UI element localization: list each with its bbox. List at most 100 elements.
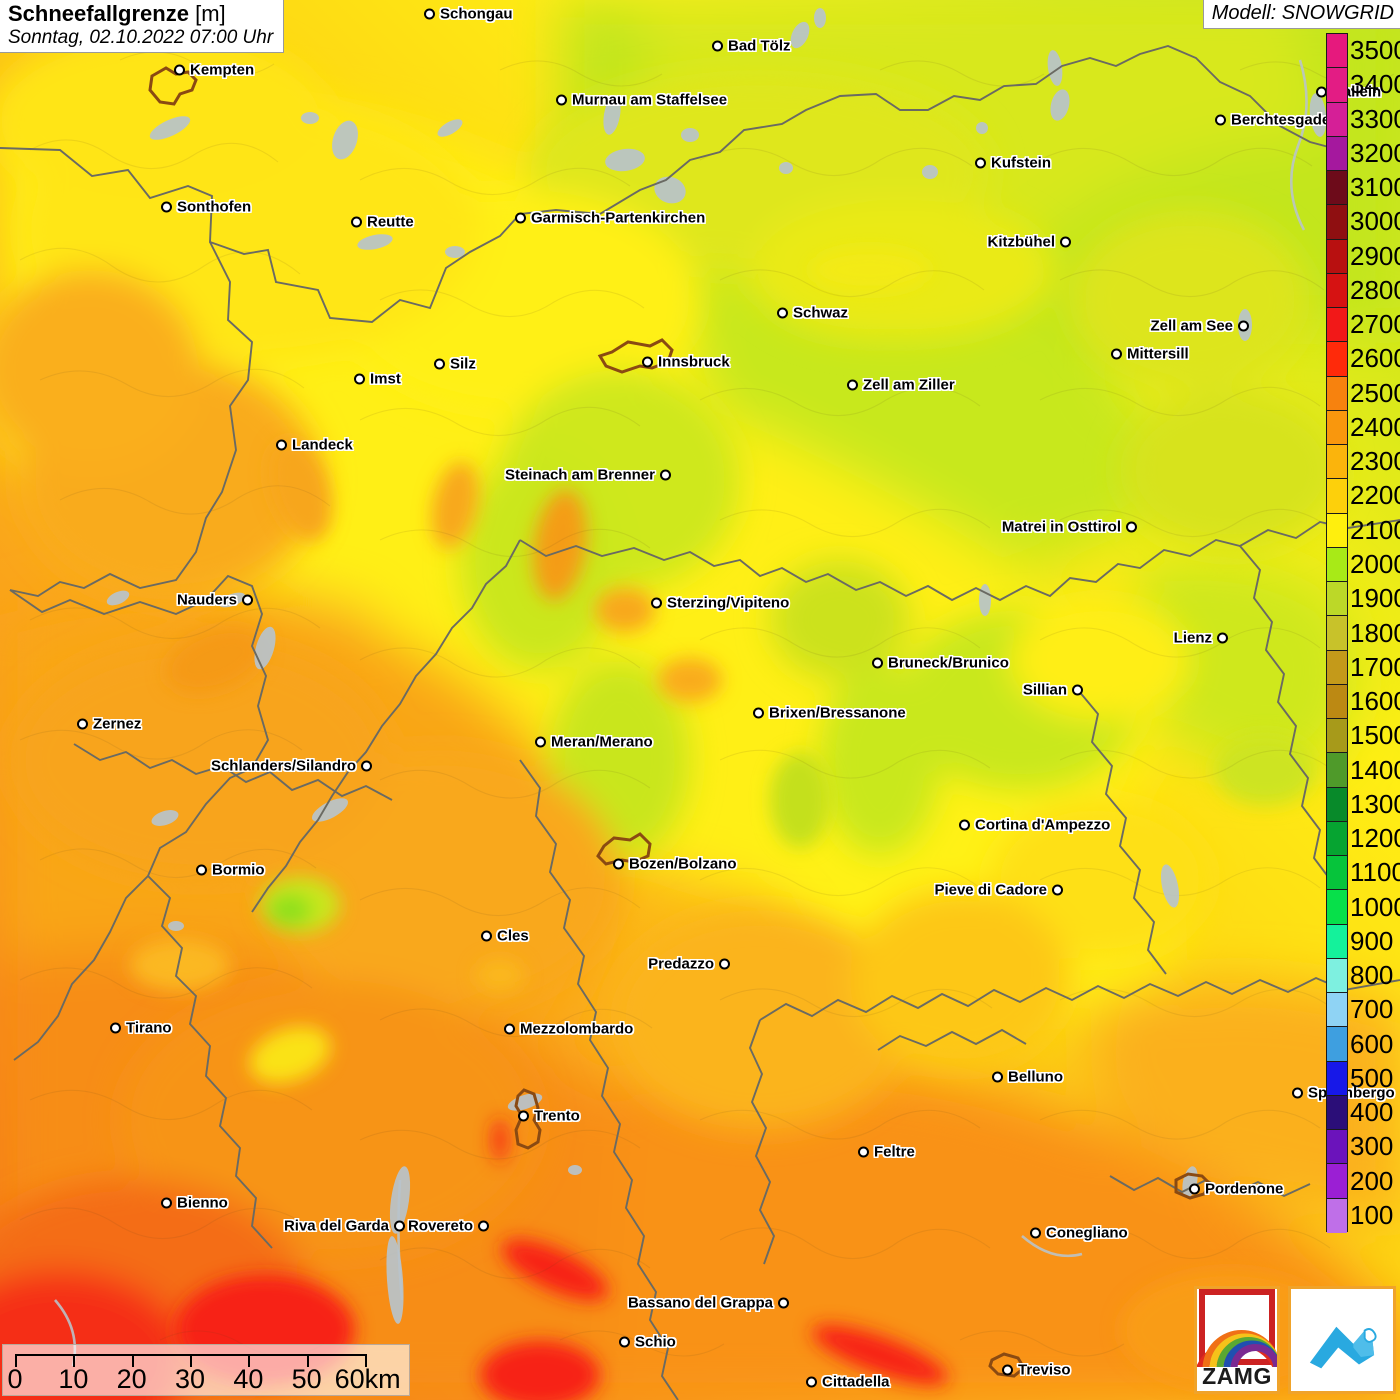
- city-label: Cles: [497, 927, 529, 945]
- city-marker[interactable]: Garmisch-Partenkirchen: [515, 209, 705, 227]
- city-marker[interactable]: Innsbruck: [642, 353, 730, 371]
- city-marker[interactable]: Kufstein: [975, 154, 1051, 172]
- city-marker[interactable]: Treviso: [1002, 1361, 1071, 1379]
- city-marker[interactable]: Sterzing/Vipiteno: [651, 594, 789, 612]
- city-marker[interactable]: Rovereto: [408, 1217, 489, 1235]
- city-marker[interactable]: Spilimbergo: [1292, 1084, 1395, 1102]
- city-marker[interactable]: Reutte: [351, 213, 414, 231]
- legend-band-1900: [1327, 582, 1347, 617]
- city-marker[interactable]: Tirano: [110, 1019, 172, 1037]
- colorbar-legend[interactable]: [1326, 33, 1348, 1233]
- city-label: Sonthofen: [177, 198, 252, 216]
- city-marker[interactable]: Cles: [481, 927, 529, 945]
- city-label: Meran/Merano: [551, 733, 653, 751]
- city-marker[interactable]: Mittersill: [1111, 345, 1189, 363]
- city-marker[interactable]: Steinach am Brenner: [505, 466, 671, 484]
- valid-time-subtitle: Sonntag, 02.10.2022 07:00 Uhr: [8, 26, 274, 48]
- city-marker[interactable]: Murnau am Staffelsee: [556, 91, 727, 109]
- city-marker[interactable]: Trento: [518, 1107, 580, 1125]
- city-dot-icon: [1060, 236, 1071, 248]
- city-label: Schongau: [440, 5, 513, 23]
- city-marker[interactable]: Schio: [619, 1333, 676, 1351]
- city-marker[interactable]: Brixen/Bressanone: [753, 704, 906, 722]
- legend-band-2600: [1327, 342, 1347, 377]
- city-marker[interactable]: Kitzbühel: [988, 233, 1071, 251]
- city-dot-icon: [806, 1376, 817, 1388]
- city-dot-icon: [434, 358, 445, 370]
- city-label: Berchtesgaden: [1231, 111, 1340, 129]
- city-dot-icon: [556, 94, 567, 106]
- city-marker[interactable]: Imst: [354, 370, 401, 388]
- city-marker[interactable]: Sonthofen: [161, 198, 251, 216]
- city-dot-icon: [975, 157, 986, 169]
- city-label: Innsbruck: [658, 353, 730, 371]
- city-dot-icon: [719, 958, 730, 970]
- city-marker[interactable]: Bruneck/Brunico: [872, 654, 1009, 672]
- city-marker[interactable]: Sillian: [1023, 681, 1083, 699]
- city-marker[interactable]: Meran/Merano: [535, 733, 653, 751]
- city-marker[interactable]: Mezzolombardo: [504, 1020, 633, 1038]
- city-label: Pordenone: [1205, 1180, 1284, 1198]
- city-dot-icon: [518, 1110, 529, 1122]
- city-marker[interactable]: Belluno: [992, 1068, 1063, 1086]
- legend-band-1300: [1327, 787, 1347, 822]
- legend-band-2000: [1327, 547, 1347, 582]
- city-marker[interactable]: Schongau: [424, 5, 513, 23]
- city-marker[interactable]: Feltre: [858, 1143, 915, 1161]
- city-label: Predazzo: [648, 955, 714, 973]
- city-label: Matrei in Osttirol: [1001, 518, 1121, 536]
- alpine-mountain-logo[interactable]: [1288, 1286, 1396, 1394]
- city-label: Bienno: [177, 1194, 228, 1212]
- city-marker[interactable]: Matrei in Osttirol: [1002, 518, 1137, 536]
- city-label: Bassano del Grappa: [627, 1294, 773, 1312]
- city-marker[interactable]: Lienz: [1174, 629, 1228, 647]
- city-marker[interactable]: Cittadella: [806, 1373, 890, 1391]
- city-dot-icon: [535, 736, 546, 748]
- city-marker[interactable]: Hallein: [1316, 83, 1381, 101]
- scalebar-labels: 0 10 20 30 40 50 60km: [3, 1365, 411, 1397]
- city-dot-icon: [242, 594, 253, 606]
- city-marker[interactable]: Nauders: [177, 591, 253, 609]
- city-dot-icon: [1215, 114, 1226, 126]
- legend-band-100: [1327, 1198, 1347, 1233]
- city-marker[interactable]: Silz: [434, 355, 476, 373]
- city-dot-icon: [777, 307, 788, 319]
- city-marker[interactable]: Bormio: [196, 861, 265, 879]
- zamg-logo[interactable]: ZAMG: [1194, 1286, 1280, 1394]
- city-marker[interactable]: Kempten: [174, 61, 254, 79]
- city-marker[interactable]: Pieve di Cadore: [934, 881, 1063, 899]
- model-label: Modell: SNOWGRID: [1202, 0, 1400, 29]
- city-dot-icon: [1217, 632, 1228, 644]
- zamg-rainbow-icon: [1197, 1289, 1277, 1391]
- city-marker[interactable]: Landeck: [276, 436, 353, 454]
- city-marker[interactable]: Predazzo: [648, 955, 730, 973]
- city-marker[interactable]: Schwaz: [777, 304, 848, 322]
- city-marker[interactable]: Bienno: [161, 1194, 228, 1212]
- scalebar-label: 0: [7, 1364, 23, 1394]
- city-label: Schlanders/Silandro: [210, 757, 356, 775]
- city-label: Conegliano: [1046, 1224, 1128, 1242]
- city-label: Murnau am Staffelsee: [572, 91, 728, 109]
- city-dot-icon: [77, 718, 88, 730]
- city-marker[interactable]: Bassano del Grappa: [628, 1294, 789, 1312]
- city-marker[interactable]: Bozen/Bolzano: [613, 855, 737, 873]
- city-marker[interactable]: Zell am See: [1150, 317, 1249, 335]
- city-marker[interactable]: Conegliano: [1030, 1224, 1128, 1242]
- city-marker[interactable]: Berchtesgaden: [1215, 111, 1339, 129]
- city-dot-icon: [660, 469, 671, 481]
- city-marker[interactable]: Riva del Garda: [284, 1217, 405, 1235]
- city-marker[interactable]: Zell am Ziller: [847, 376, 955, 394]
- city-marker[interactable]: Bad Tölz: [712, 37, 791, 55]
- city-dot-icon: [1111, 348, 1122, 360]
- city-marker[interactable]: Schlanders/Silandro: [211, 757, 372, 775]
- legend-band-2500: [1327, 376, 1347, 411]
- city-marker[interactable]: Cortina d'Ampezzo: [959, 816, 1110, 834]
- city-marker[interactable]: Pordenone: [1189, 1180, 1283, 1198]
- city-label: Cittadella: [822, 1373, 890, 1391]
- legend-band-600: [1327, 1027, 1347, 1062]
- legend-band-500: [1327, 1061, 1347, 1096]
- city-label: Spilimbergo: [1308, 1084, 1395, 1102]
- city-label: Pieve di Cadore: [934, 881, 1047, 899]
- city-marker[interactable]: Zernez: [77, 715, 141, 733]
- legend-band-300: [1327, 1130, 1347, 1165]
